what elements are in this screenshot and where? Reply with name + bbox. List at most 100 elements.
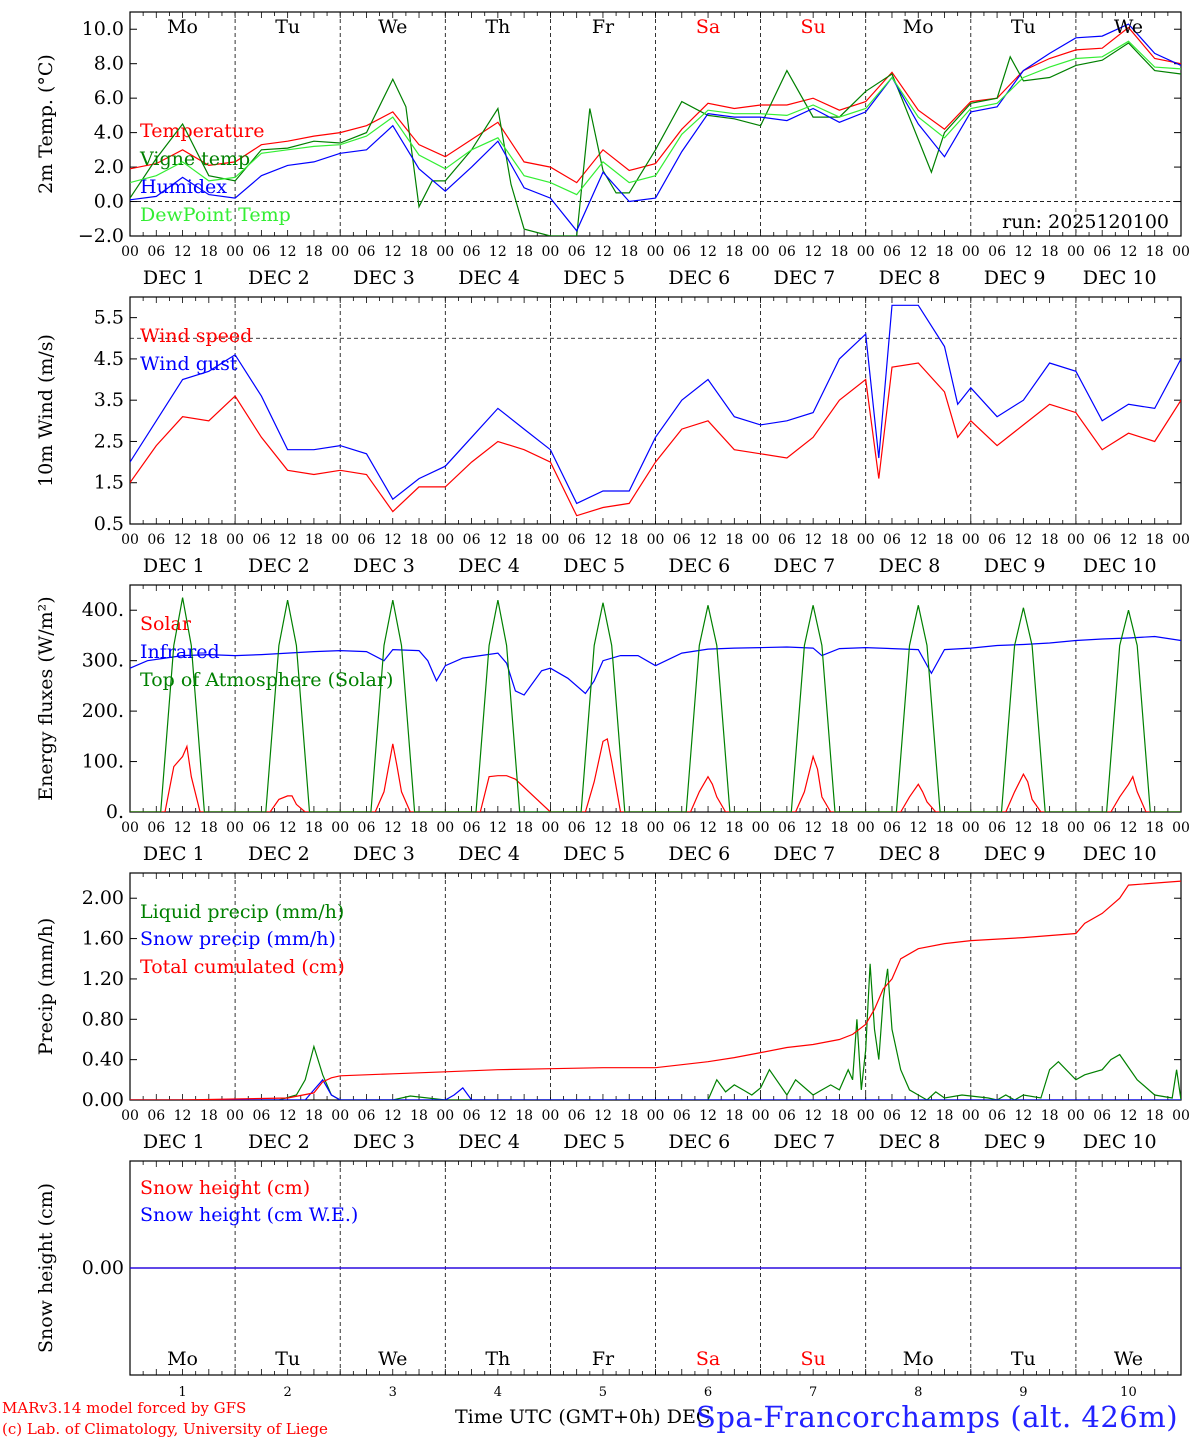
- y-tick-label: 3.5: [94, 389, 124, 411]
- hour-tick-label: 18: [620, 1108, 638, 1124]
- panel-precip: 0.00 0.40 0.80 1.20 1.60 2.00 Precip (mm/h) Liq…: [35, 872, 1190, 1153]
- legend-entry: Temperature: [140, 120, 264, 142]
- weekday-label: Mo: [167, 16, 198, 38]
- model-credit: MARv3.14 model forced by GFS: [2, 1399, 247, 1417]
- weekday-label: Th: [485, 1348, 510, 1370]
- hour-tick-label: 18: [620, 532, 638, 548]
- weekday-label: Sa: [696, 16, 720, 38]
- hour-tick-label: 12: [489, 1108, 507, 1124]
- hour-tick-label: 00: [857, 244, 875, 260]
- date-label: DEC 10: [1083, 267, 1157, 289]
- series-line-temperature: [130, 26, 1181, 184]
- y-axis-label: 2m Temp. (°C): [35, 54, 57, 194]
- hour-tick-label: 12: [594, 820, 612, 836]
- date-label: DEC 7: [774, 1131, 836, 1153]
- date-label: DEC 4: [458, 267, 520, 289]
- y-tick-label: 100.: [82, 751, 124, 773]
- date-label: DEC 5: [563, 267, 625, 289]
- hour-tick-label: 06: [463, 820, 481, 836]
- weekday-label: We: [378, 1348, 407, 1370]
- date-label: DEC 6: [668, 1131, 730, 1153]
- date-label: DEC 4: [458, 843, 520, 865]
- hour-tick-label: 18: [305, 532, 323, 548]
- hour-tick-label: 06: [673, 820, 691, 836]
- y-tick-label: 4.0: [94, 122, 124, 144]
- hour-tick-label: 12: [594, 244, 612, 260]
- date-label: DEC 3: [353, 843, 415, 865]
- hour-tick-label: 18: [725, 1108, 743, 1124]
- legend-entry: Infrared: [140, 641, 220, 663]
- hour-tick-label: 12: [1120, 244, 1138, 260]
- y-axis-label: Snow height (cm): [35, 1183, 57, 1353]
- series-line-infrared: [130, 635, 1181, 696]
- hour-tick-label: 00: [962, 244, 980, 260]
- day-number-label: 7: [809, 1385, 817, 1400]
- hour-tick-label: 06: [883, 820, 901, 836]
- hour-tick-label: 00: [436, 820, 454, 836]
- hour-tick-label: 12: [489, 820, 507, 836]
- hour-tick-label: 00: [226, 1108, 244, 1124]
- hour-tick-label: 12: [384, 820, 402, 836]
- hour-tick-label: 18: [1146, 820, 1164, 836]
- hour-tick-label: 00: [857, 820, 875, 836]
- hour-tick-label: 12: [1014, 820, 1032, 836]
- hour-tick-label: 18: [725, 820, 743, 836]
- hour-tick-label: 06: [252, 1108, 270, 1124]
- hour-tick-label: 12: [174, 532, 192, 548]
- hour-tick-label: 00: [1172, 532, 1190, 548]
- hour-tick-label: 00: [962, 532, 980, 548]
- hour-tick-label: 00: [752, 1108, 770, 1124]
- hour-tick-label: 06: [147, 1108, 165, 1124]
- hour-tick-label: 18: [200, 532, 218, 548]
- weekday-label: Tu: [275, 16, 300, 38]
- legend-entry: Snow height (cm): [140, 1177, 310, 1199]
- weekday-label: We: [378, 16, 407, 38]
- hour-tick-label: 18: [1041, 820, 1059, 836]
- station-name: Spa-Francorchamps (alt. 426m): [696, 1400, 1179, 1434]
- hour-tick-label: 18: [620, 244, 638, 260]
- hour-tick-label: 06: [463, 532, 481, 548]
- hour-tick-label: 06: [673, 1108, 691, 1124]
- legend-entry: Total cumulated (cm): [140, 956, 345, 978]
- hour-tick-label: 12: [384, 1108, 402, 1124]
- date-label: DEC 4: [458, 555, 520, 577]
- date-label: DEC 7: [774, 843, 836, 865]
- hour-tick-label: 12: [594, 532, 612, 548]
- hour-tick-label: 00: [121, 244, 139, 260]
- hour-tick-label: 06: [568, 1108, 586, 1124]
- day-number-label: 1: [178, 1385, 186, 1400]
- weekday-label: Th: [485, 16, 510, 38]
- weekday-label: Sa: [696, 1348, 720, 1370]
- y-axis-label: Energy fluxes (W/m²): [35, 596, 57, 800]
- hour-tick-label: 12: [1014, 244, 1032, 260]
- y-tick-label: 1.60: [82, 928, 124, 950]
- hour-tick-label: 06: [1093, 532, 1111, 548]
- hour-tick-label: 06: [673, 532, 691, 548]
- legend-entry: Top of Atmosphere (Solar): [140, 669, 393, 691]
- hour-tick-label: 18: [831, 532, 849, 548]
- hour-tick-label: 12: [909, 1108, 927, 1124]
- hour-tick-label: 06: [568, 820, 586, 836]
- date-label: DEC 8: [879, 843, 941, 865]
- panel-flux: 0. 100. 200. 300. 400. Energy fluxes (W/m²) So…: [35, 584, 1190, 865]
- panel-temp: −2.0 0.0 2.0 4.0 6.0 8.0 10.0 2m Temp. (°C) Temp…: [35, 11, 1190, 289]
- hour-tick-label: 18: [410, 244, 428, 260]
- legend-entry: Liquid precip (mm/h): [140, 901, 344, 923]
- hour-tick-label: 12: [699, 820, 717, 836]
- date-label: DEC 10: [1083, 1131, 1157, 1153]
- day-number-label: 5: [599, 1385, 607, 1400]
- date-label: DEC 7: [774, 555, 836, 577]
- hour-tick-label: 12: [699, 1108, 717, 1124]
- date-label: DEC 6: [668, 267, 730, 289]
- date-label: DEC 5: [563, 843, 625, 865]
- weekday-label: Tu: [275, 1348, 300, 1370]
- date-label: DEC 8: [879, 555, 941, 577]
- legend-entry: Snow precip (mm/h): [140, 928, 336, 950]
- day-number-label: 8: [914, 1385, 922, 1400]
- weekday-label: Fr: [592, 16, 615, 38]
- hour-tick-label: 12: [909, 532, 927, 548]
- hour-tick-label: 06: [147, 820, 165, 836]
- hour-tick-label: 18: [936, 820, 954, 836]
- hour-tick-label: 18: [410, 820, 428, 836]
- hour-tick-label: 00: [436, 532, 454, 548]
